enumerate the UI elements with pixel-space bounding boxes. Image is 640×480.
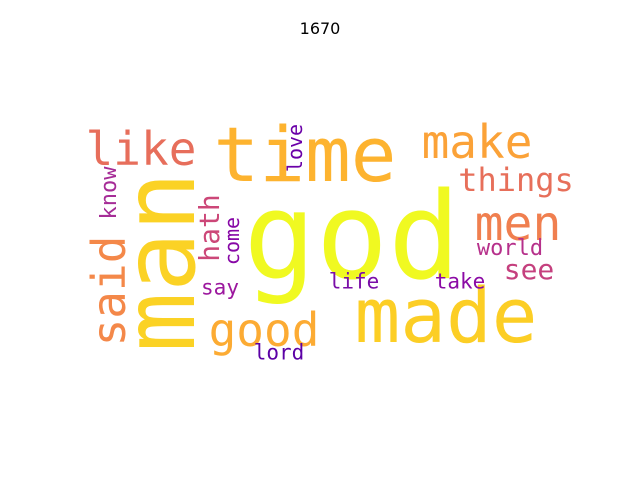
word-like: like: [85, 122, 197, 176]
word-come: come: [220, 216, 244, 266]
word-make: make: [421, 115, 533, 169]
word-take: take: [434, 269, 486, 294]
word-good: good: [208, 303, 320, 357]
word-say: say: [201, 275, 239, 300]
word-said: said: [82, 235, 136, 347]
word-lord: lord: [253, 340, 305, 365]
chart-title: 1670: [299, 19, 341, 38]
word-love: love: [283, 123, 307, 173]
word-men: men: [474, 196, 562, 252]
word-god: god: [243, 168, 461, 307]
word-time: time: [213, 110, 397, 199]
word-know: know: [97, 166, 122, 220]
word-world: world: [476, 236, 544, 261]
word-see: see: [503, 253, 555, 286]
word-things: things: [458, 161, 574, 199]
word-made: made: [354, 271, 538, 360]
word-life: life: [328, 269, 380, 294]
